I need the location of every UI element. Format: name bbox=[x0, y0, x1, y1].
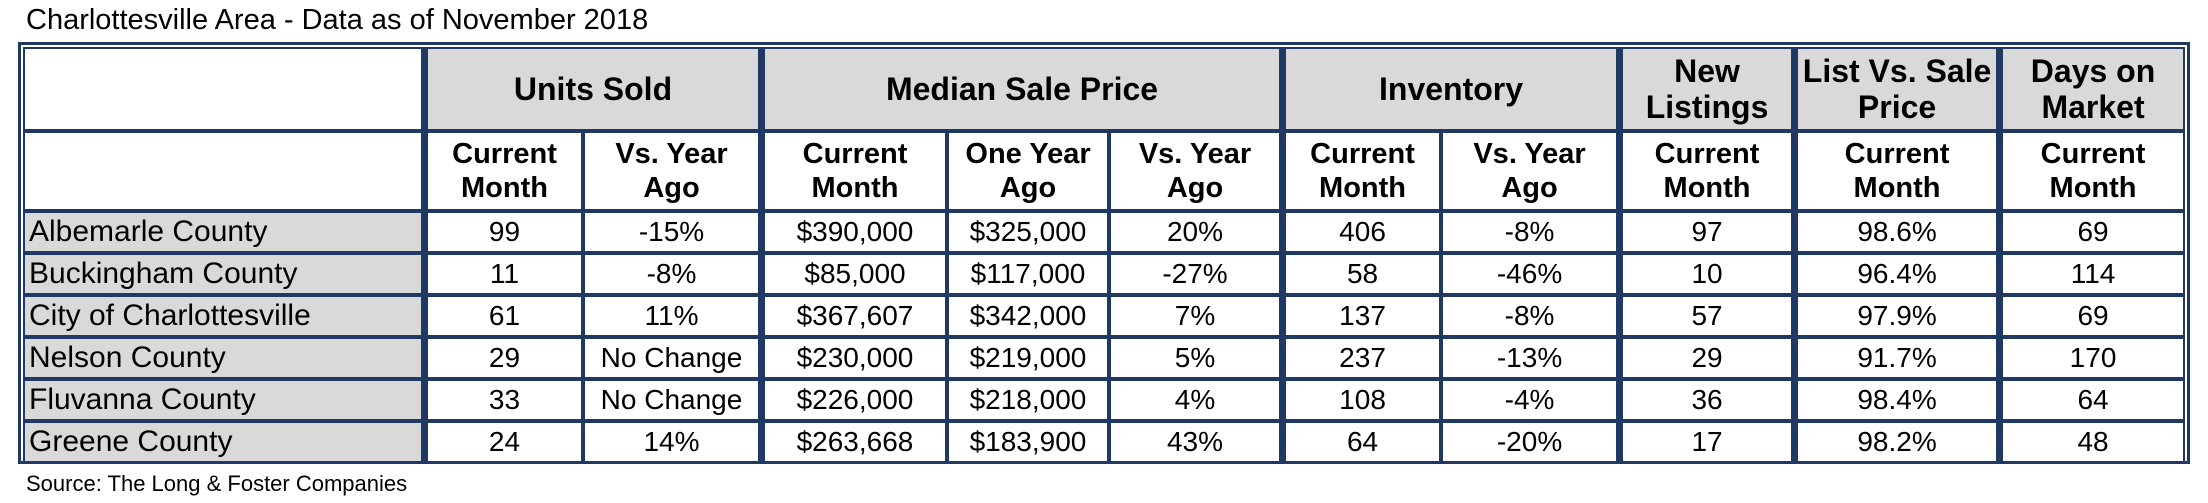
table-cell: -8% bbox=[1441, 295, 1619, 337]
table-cell: 98.2% bbox=[1793, 421, 1999, 463]
sub-header: Vs. Year Ago bbox=[1441, 131, 1619, 211]
market-data-table: Units Sold Median Sale Price Inventory New … bbox=[23, 47, 2186, 463]
table-cell: -13% bbox=[1441, 337, 1619, 379]
table-cell: 4% bbox=[1109, 379, 1282, 421]
table-cell: 58 bbox=[1281, 253, 1442, 295]
table-cell: $390,000 bbox=[760, 211, 947, 253]
row-label: Albemarle County bbox=[23, 211, 423, 253]
table-cell: $117,000 bbox=[947, 253, 1109, 295]
sub-header: Vs. Year Ago bbox=[583, 131, 760, 211]
corner-cell bbox=[23, 47, 423, 131]
table-cell: 91.7% bbox=[1793, 337, 1999, 379]
row-label: City of Charlottesville bbox=[23, 295, 423, 337]
table-row: Greene County 24 14% $263,668 $183,900 43% 64-… bbox=[23, 421, 2186, 463]
row-label: Nelson County bbox=[23, 337, 423, 379]
table-cell: 57 bbox=[1618, 295, 1794, 337]
data-table-frame: Units Sold Median Sale Price Inventory New … bbox=[18, 42, 2190, 464]
group-header: Inventory bbox=[1281, 47, 1619, 131]
table-cell: 97 bbox=[1618, 211, 1794, 253]
table-cell: $325,000 bbox=[947, 211, 1109, 253]
table-cell: 17 bbox=[1618, 421, 1794, 463]
sub-header: Current Month bbox=[1618, 131, 1794, 211]
table-cell: 14% bbox=[583, 421, 760, 463]
table-row: Buckingham County 11 -8% $85,000 $117,000 -27… bbox=[23, 253, 2186, 295]
sub-header: Current Month bbox=[1793, 131, 1999, 211]
chart-title: Charlottesville Area - Data as of Novemb… bbox=[26, 4, 649, 36]
table-cell: 29 bbox=[423, 337, 583, 379]
table-cell: $218,000 bbox=[947, 379, 1109, 421]
table-cell: 114 bbox=[1998, 253, 2186, 295]
group-header: List Vs. Sale Price bbox=[1793, 47, 1999, 131]
table-cell: 69 bbox=[1998, 295, 2186, 337]
table-cell: 7% bbox=[1109, 295, 1282, 337]
sub-header: Current Month bbox=[760, 131, 947, 211]
group-header-row: Units Sold Median Sale Price Inventory New … bbox=[23, 47, 2186, 131]
table-cell: 406 bbox=[1281, 211, 1442, 253]
table-row: Fluvanna County 33 No Change $226,000 $218,0… bbox=[23, 379, 2186, 421]
table-cell: 33 bbox=[423, 379, 583, 421]
group-header: Units Sold bbox=[423, 47, 760, 131]
table-cell: $367,607 bbox=[760, 295, 947, 337]
table-cell: -27% bbox=[1109, 253, 1282, 295]
group-header: Median Sale Price bbox=[760, 47, 1282, 131]
table-cell: 20% bbox=[1109, 211, 1282, 253]
sub-header-row: Current Month Vs. Year Ago Current Month On… bbox=[23, 131, 2186, 211]
source-note: Source: The Long & Foster Companies bbox=[26, 471, 408, 496]
table-cell: 137 bbox=[1281, 295, 1442, 337]
table-cell: 5% bbox=[1109, 337, 1282, 379]
table-cell: 11% bbox=[583, 295, 760, 337]
table-row: Nelson County 29 No Change $230,000 $219,000… bbox=[23, 337, 2186, 379]
table-cell: -46% bbox=[1441, 253, 1619, 295]
row-label: Buckingham County bbox=[23, 253, 423, 295]
table-cell: $226,000 bbox=[760, 379, 947, 421]
table-cell: -8% bbox=[583, 253, 760, 295]
table-cell: 69 bbox=[1998, 211, 2186, 253]
sub-header: Current Month bbox=[1281, 131, 1442, 211]
table-cell: 10 bbox=[1618, 253, 1794, 295]
table-cell: 11 bbox=[423, 253, 583, 295]
table-cell: 43% bbox=[1109, 421, 1282, 463]
table-cell: 237 bbox=[1281, 337, 1442, 379]
sub-header: Current Month bbox=[1998, 131, 2186, 211]
table-row: Albemarle County 99 -15% $390,000 $325,000 20… bbox=[23, 211, 2186, 253]
group-header: New Listings bbox=[1618, 47, 1794, 131]
table-cell: 64 bbox=[1998, 379, 2186, 421]
table-cell: 170 bbox=[1998, 337, 2186, 379]
table-cell: 96.4% bbox=[1793, 253, 1999, 295]
table-cell: 29 bbox=[1618, 337, 1794, 379]
table-cell: -8% bbox=[1441, 211, 1619, 253]
table-row: City of Charlottesville 61 11% $367,607 $342… bbox=[23, 295, 2186, 337]
row-label: Greene County bbox=[23, 421, 423, 463]
table-cell: No Change bbox=[583, 337, 760, 379]
table-cell: $183,900 bbox=[947, 421, 1109, 463]
table-cell: $230,000 bbox=[760, 337, 947, 379]
table-cell: 48 bbox=[1998, 421, 2186, 463]
row-label: Fluvanna County bbox=[23, 379, 423, 421]
table-body: Albemarle County 99 -15% $390,000 $325,000 20… bbox=[23, 211, 2186, 463]
table-cell: 108 bbox=[1281, 379, 1442, 421]
row-label-header bbox=[23, 131, 423, 211]
table-cell: -15% bbox=[583, 211, 760, 253]
table-cell: 98.6% bbox=[1793, 211, 1999, 253]
sub-header: One Year Ago bbox=[947, 131, 1109, 211]
table-cell: 98.4% bbox=[1793, 379, 1999, 421]
table-cell: -4% bbox=[1441, 379, 1619, 421]
table-cell: 99 bbox=[423, 211, 583, 253]
table-cell: $263,668 bbox=[760, 421, 947, 463]
table-cell: $219,000 bbox=[947, 337, 1109, 379]
table-cell: 36 bbox=[1618, 379, 1794, 421]
table-cell: $85,000 bbox=[760, 253, 947, 295]
table-cell: -20% bbox=[1441, 421, 1619, 463]
group-header: Days on Market bbox=[1998, 47, 2186, 131]
table-cell: No Change bbox=[583, 379, 760, 421]
sub-header: Vs. Year Ago bbox=[1109, 131, 1282, 211]
table-cell: 64 bbox=[1281, 421, 1442, 463]
table-cell: 24 bbox=[423, 421, 583, 463]
table-cell: 97.9% bbox=[1793, 295, 1999, 337]
sub-header: Current Month bbox=[423, 131, 583, 211]
table-cell: $342,000 bbox=[947, 295, 1109, 337]
table-cell: 61 bbox=[423, 295, 583, 337]
